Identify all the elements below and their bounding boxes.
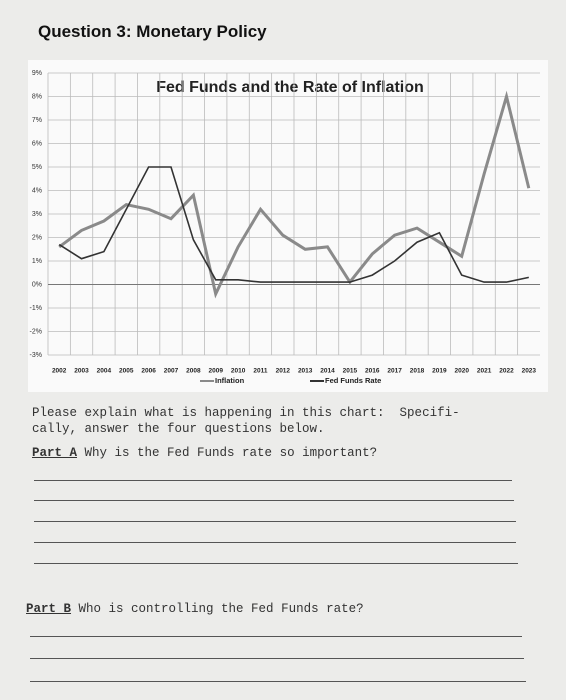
part-label: Part B (26, 602, 72, 616)
x-tick-label: 2016 (365, 368, 380, 375)
heading: Question 3: Monetary Policy (38, 22, 267, 41)
x-tick-label: 2009 (208, 368, 223, 375)
y-tick-label: 3% (32, 211, 42, 218)
y-tick-label: 1% (32, 258, 42, 265)
answer-line (30, 681, 526, 682)
x-tick-label: 2011 (253, 368, 267, 375)
x-tick-label: 2021 (477, 368, 492, 375)
y-tick-label: -2% (30, 328, 42, 335)
answer-line (34, 521, 516, 522)
x-tick-label: 2023 (522, 368, 537, 375)
x-tick-label: 2014 (320, 368, 335, 375)
y-tick-label: 2% (32, 234, 42, 241)
answer-line (34, 500, 514, 501)
y-tick-label: 5% (32, 164, 42, 171)
x-tick-label: 2012 (276, 368, 291, 375)
part-question: Who is controlling the Fed Funds rate? (78, 602, 364, 616)
x-tick-label: 2007 (164, 368, 179, 375)
x-tick-label: 2022 (499, 368, 514, 375)
part-question: Why is the Fed Funds rate so important? (84, 446, 378, 460)
chart-title: Fed Funds and the Rate of Inflation (156, 79, 424, 96)
intro-line: Please explain what is happening in this… (32, 406, 460, 420)
x-tick-label: 2020 (454, 368, 469, 375)
y-tick-label: 7% (32, 117, 42, 124)
x-tick-label: 2017 (387, 368, 402, 375)
y-tick-label: -3% (30, 352, 42, 359)
x-tick-label: 2015 (343, 368, 358, 375)
x-tick-label: 2006 (141, 368, 156, 375)
x-tick-label: 2005 (119, 368, 134, 375)
answer-line (34, 542, 516, 543)
part-label: Part A (32, 446, 78, 460)
x-tick-label: 2008 (186, 368, 201, 375)
x-tick-label: 2004 (97, 368, 112, 375)
legend-label: Fed Funds Rate (325, 376, 381, 385)
legend-label: Inflation (215, 376, 245, 385)
chart: Fed Funds and the Rate of Inflation -3% -… (28, 60, 548, 392)
y-tick-label: 9% (32, 70, 42, 77)
answer-line (30, 636, 522, 637)
x-tick-label: 2013 (298, 368, 313, 375)
x-tick-label: 2019 (432, 368, 447, 375)
y-tick-label: 0% (32, 281, 42, 288)
y-tick-label: 6% (32, 140, 42, 147)
chart-bg (28, 60, 548, 392)
answer-line (34, 563, 518, 564)
y-tick-label: 4% (32, 187, 42, 194)
x-tick-label: 2018 (410, 368, 425, 375)
y-tick-label: -1% (30, 305, 42, 312)
intro-line: cally, answer the four questions below. (32, 422, 325, 436)
series-line (58, 166, 529, 283)
answer-line (30, 658, 524, 659)
x-tick-label: 2002 (52, 368, 67, 375)
series-line (58, 90, 531, 299)
x-tick-label: 2010 (231, 368, 246, 375)
y-tick-label: 8% (32, 93, 42, 100)
answer-line (34, 480, 512, 481)
x-tick-label: 2003 (74, 368, 89, 375)
